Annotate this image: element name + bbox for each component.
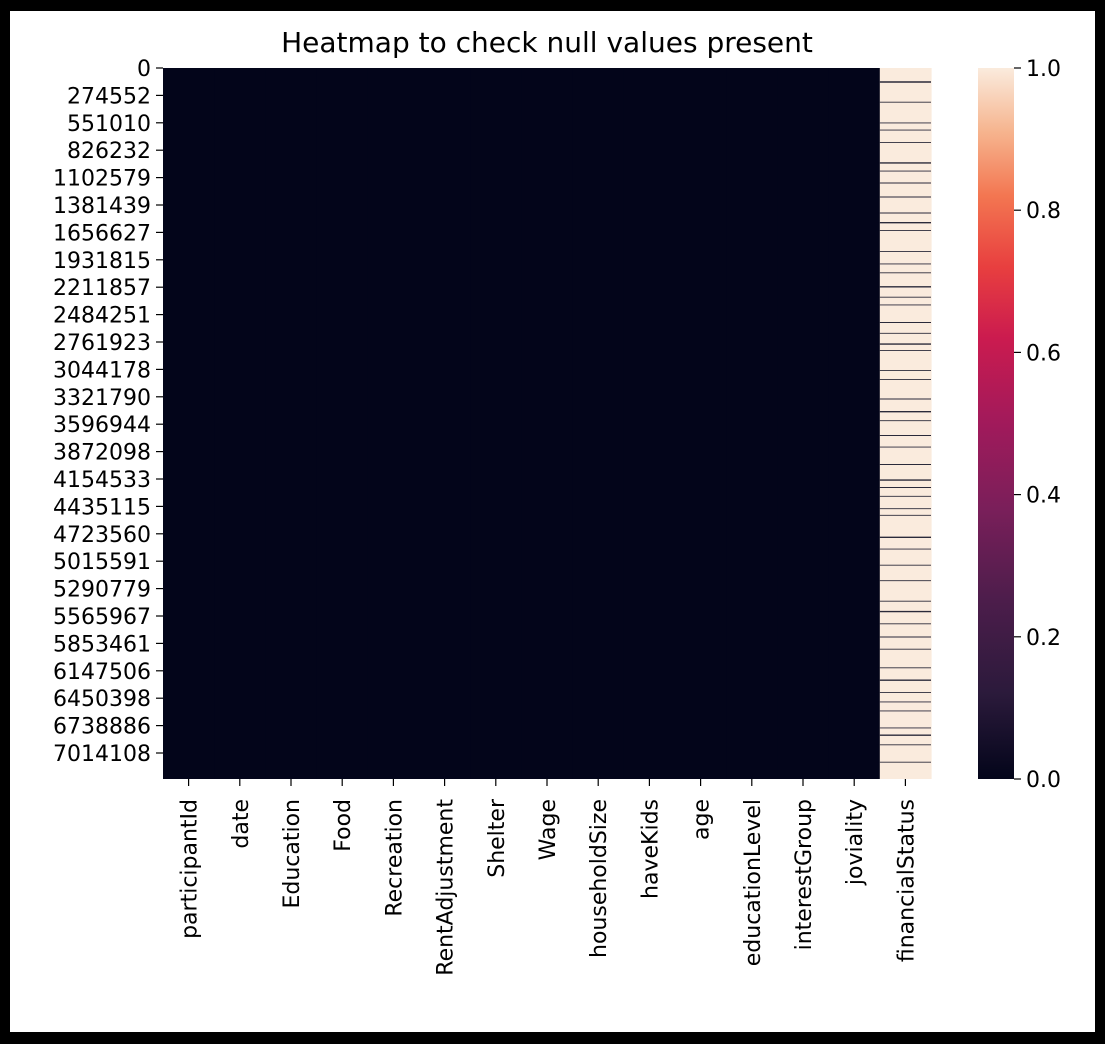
y-tick-label: 3044178 bbox=[53, 358, 151, 383]
y-tick-label: 826232 bbox=[67, 139, 151, 164]
x-tick-label-Education: Education bbox=[280, 799, 305, 909]
colorbar-tick-label: 0.8 bbox=[1026, 199, 1061, 224]
heatmap-column-Wage bbox=[521, 68, 574, 779]
x-tick-label-Shelter: Shelter bbox=[485, 798, 510, 878]
y-tick-label: 3596944 bbox=[53, 413, 151, 438]
x-tick-label-financialStatus: financialStatus bbox=[894, 799, 919, 962]
y-tick-label: 5853461 bbox=[53, 632, 151, 657]
x-tick-label-haveKids: haveKids bbox=[638, 799, 663, 899]
colorbar-tick-label: 0.6 bbox=[1026, 341, 1061, 366]
x-tick-label-participantId: participantId bbox=[178, 799, 203, 939]
heatmap-column-interestGroup bbox=[777, 68, 830, 779]
heatmap-column-date bbox=[214, 68, 266, 779]
y-tick-label: 4723560 bbox=[53, 523, 151, 548]
heatmap-column-joviality bbox=[828, 68, 881, 779]
y-tick-label: 274552 bbox=[67, 84, 151, 109]
colorbar-ticks: 0.0 0.2 0.4 0.6 0.8 1.0 bbox=[1014, 57, 1061, 793]
y-tick-label: 2211857 bbox=[53, 276, 151, 301]
heatmap-column-Recreation bbox=[367, 68, 420, 779]
x-tick-label-date: date bbox=[229, 799, 254, 849]
colorbar-tick-label: 0.4 bbox=[1026, 484, 1061, 509]
heatmap-column-householdSize bbox=[572, 68, 625, 779]
x-tick-label-Food: Food bbox=[331, 799, 356, 852]
heatmap-column-participantId bbox=[163, 68, 215, 779]
y-tick-label: 6450398 bbox=[53, 687, 151, 712]
y-tick-label: 5290779 bbox=[53, 578, 151, 603]
y-tick-label: 3872098 bbox=[53, 441, 151, 466]
colorbar-tick-label: 0.0 bbox=[1026, 768, 1061, 793]
heatmap-column-haveKids bbox=[623, 68, 676, 779]
y-tick-label: 1102579 bbox=[53, 167, 151, 192]
y-tick-label: 5015591 bbox=[53, 550, 151, 575]
x-tick-label-Wage: Wage bbox=[536, 799, 561, 860]
heatmap-cells bbox=[163, 68, 932, 779]
y-tick-label: 3321790 bbox=[53, 386, 151, 411]
x-axis: participantId date Education Food Recreation… bbox=[178, 779, 919, 976]
colorbar: 0.0 0.2 0.4 0.6 0.8 1.0 bbox=[978, 57, 1061, 793]
y-tick-label: 551010 bbox=[67, 112, 151, 137]
y-tick-label: 2484251 bbox=[53, 304, 151, 329]
y-tick-label: 6147506 bbox=[53, 660, 151, 685]
y-tick-label: 1656627 bbox=[53, 221, 151, 246]
heatmap-column-Education bbox=[265, 68, 318, 779]
y-tick-label: 4154533 bbox=[53, 468, 151, 493]
y-tick-label: 5565967 bbox=[53, 605, 151, 630]
x-tick-label-educationLevel: educationLevel bbox=[741, 799, 766, 966]
x-tick-label-age: age bbox=[690, 799, 715, 840]
heatmap-column-Shelter bbox=[470, 68, 522, 779]
colorbar-tick-label: 0.2 bbox=[1026, 626, 1061, 651]
heatmap-column-age bbox=[675, 68, 727, 779]
y-tick-label: 7014108 bbox=[53, 742, 151, 767]
heatmap-column-RentAdjustment bbox=[419, 68, 471, 779]
heatmap-column-educationLevel bbox=[726, 68, 778, 779]
y-tick-label: 4435115 bbox=[53, 495, 151, 520]
chart-title: Heatmap to check null values present bbox=[281, 26, 813, 59]
x-tick-label-householdSize: householdSize bbox=[587, 799, 612, 958]
colorbar-gradient bbox=[978, 68, 1014, 779]
null-marker-lines bbox=[879, 81, 931, 763]
x-tick-label-Recreation: Recreation bbox=[382, 799, 407, 917]
x-tick-label-RentAdjustment: RentAdjustment bbox=[434, 799, 459, 976]
y-tick-label: 2761923 bbox=[53, 331, 151, 356]
x-tick-label-joviality: joviality bbox=[843, 799, 868, 886]
heatmap-column-Food bbox=[316, 68, 369, 779]
heatmap-column-financialStatus bbox=[879, 68, 932, 779]
y-tick-label: 6738886 bbox=[53, 715, 151, 740]
colorbar-tick-label: 1.0 bbox=[1026, 57, 1061, 82]
y-tick-label: 1381439 bbox=[53, 194, 151, 219]
x-tick-label-interestGroup: interestGroup bbox=[792, 799, 817, 950]
y-tick-label: 1931815 bbox=[53, 249, 151, 274]
y-tick-label: 0 bbox=[137, 57, 151, 82]
